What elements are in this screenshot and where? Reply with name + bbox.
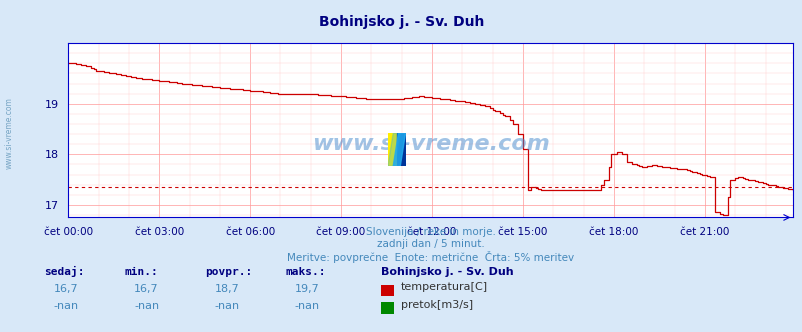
Text: Bohinjsko j. - Sv. Duh: Bohinjsko j. - Sv. Duh — [381, 267, 513, 277]
Text: min.:: min.: — [124, 267, 158, 277]
Text: Slovenija / reke in morje.: Slovenija / reke in morje. — [366, 227, 495, 237]
Text: Meritve: povprečne  Enote: metrične  Črta: 5% meritev: Meritve: povprečne Enote: metrične Črta:… — [287, 251, 573, 263]
Polygon shape — [393, 133, 405, 166]
Text: www.si-vreme.com: www.si-vreme.com — [5, 97, 14, 169]
Text: maks.:: maks.: — [285, 267, 325, 277]
Text: -nan: -nan — [134, 301, 159, 311]
Text: pretok[m3/s]: pretok[m3/s] — [400, 300, 472, 310]
Text: -nan: -nan — [54, 301, 79, 311]
Text: Bohinjsko j. - Sv. Duh: Bohinjsko j. - Sv. Duh — [318, 15, 484, 29]
Text: www.si-vreme.com: www.si-vreme.com — [311, 134, 549, 154]
Text: zadnji dan / 5 minut.: zadnji dan / 5 minut. — [376, 239, 484, 249]
Polygon shape — [396, 133, 405, 166]
Text: temperatura[C]: temperatura[C] — [400, 282, 487, 292]
Text: 16,7: 16,7 — [54, 284, 79, 294]
Polygon shape — [387, 133, 399, 166]
Text: -nan: -nan — [214, 301, 239, 311]
Text: 16,7: 16,7 — [134, 284, 159, 294]
Text: sedaj:: sedaj: — [44, 266, 84, 277]
Polygon shape — [387, 133, 396, 166]
Text: povpr.:: povpr.: — [205, 267, 252, 277]
Text: 19,7: 19,7 — [294, 284, 319, 294]
Text: 18,7: 18,7 — [214, 284, 239, 294]
Text: -nan: -nan — [294, 301, 319, 311]
